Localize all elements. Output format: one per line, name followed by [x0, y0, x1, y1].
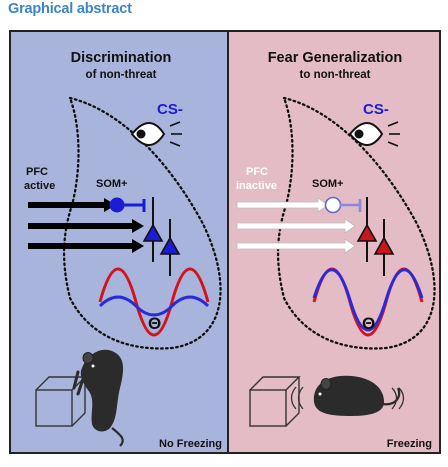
right-cs-label: CS- [363, 101, 389, 118]
right-pyramidal-neurons [356, 197, 395, 276]
left-box-icon [35, 376, 87, 427]
right-theta-label: Θ [362, 314, 375, 333]
left-pfc-line1: PFC [26, 166, 48, 178]
right-pfc-arrows [236, 197, 356, 254]
left-pfc-line2: active [24, 180, 55, 192]
right-tremble-marks [290, 386, 405, 410]
left-theta-label: Θ [148, 314, 161, 333]
right-eye-icon [348, 121, 400, 147]
left-heading: Discrimination [71, 50, 172, 66]
right-som-neuron [324, 196, 362, 214]
graphical-abstract-title: Graphical abstract [8, 1, 132, 17]
left-subheading: of non-threat [86, 69, 157, 81]
left-som-neuron [109, 197, 146, 213]
right-pfc-line1: PFC [246, 166, 268, 178]
right-subheading: to non-threat [300, 69, 371, 81]
left-outcome-label: No Freezing [159, 438, 222, 450]
left-pyramidal-neurons [142, 197, 181, 276]
right-heading: Fear Generalization [268, 50, 403, 66]
right-pfc-line2: inactive [236, 180, 277, 192]
left-cs-label: CS- [157, 101, 183, 118]
left-som-label: SOM+ [96, 178, 127, 190]
left-theta-waves [98, 267, 210, 337]
right-theta-waves [312, 267, 424, 337]
right-outcome-label: Freezing [387, 438, 432, 450]
right-som-label: SOM+ [312, 178, 343, 190]
right-box-icon [249, 376, 301, 427]
left-pfc-arrows [28, 198, 144, 253]
left-eye-icon [130, 121, 182, 147]
left-mouse-rearing [72, 349, 124, 447]
